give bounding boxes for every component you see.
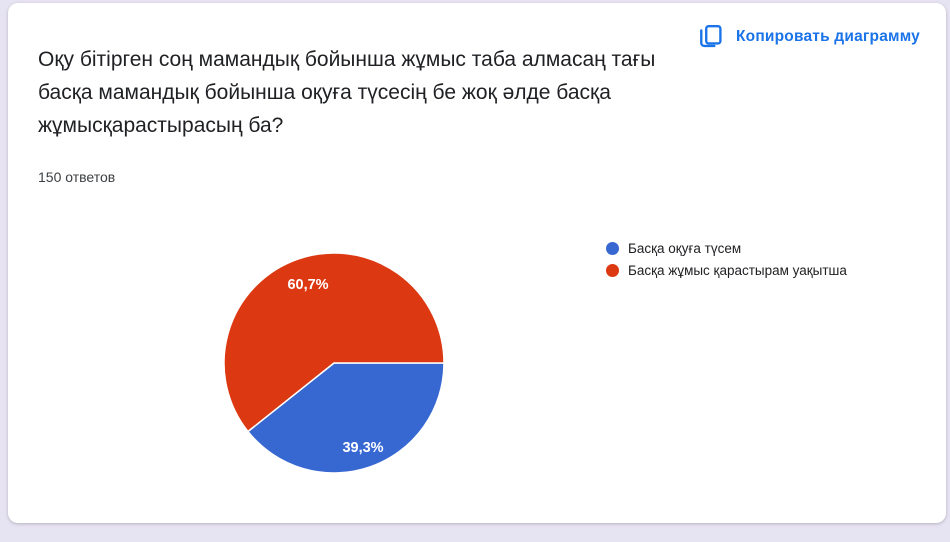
responses-count: 150 ответов — [38, 169, 116, 185]
copy-chart-label: Копировать диаграмму — [735, 27, 920, 45]
legend-dot-blue — [606, 242, 619, 255]
legend-dot-red — [606, 264, 619, 277]
pie-slice-1[interactable] — [223, 252, 445, 433]
legend-item-label: Басқа оқуға түсем — [628, 241, 742, 256]
chart-legend: Басқа оқуға түсем Басқа жұмыс қарастырам… — [606, 241, 847, 278]
legend-item: Басқа оқуға түсем — [606, 241, 847, 256]
pie-chart: 39,3% 60,7% — [222, 251, 446, 475]
copy-icon — [697, 23, 724, 50]
pie-slice-label-0: 39,3% — [342, 440, 383, 456]
pie-slice-0[interactable] — [246, 362, 445, 474]
legend-item-label: Басқа жұмыс қарастырам уақытша — [628, 263, 847, 278]
copy-chart-button[interactable]: Копировать диаграмму — [697, 23, 920, 50]
response-card: Оқу бітірген соң мамандық бойынша жұмыс … — [8, 3, 946, 523]
question-title: Оқу бітірген соң мамандық бойынша жұмыс … — [38, 48, 656, 137]
pie-slice-label-1: 60,7% — [287, 277, 328, 293]
legend-item: Басқа жұмыс қарастырам уақытша — [606, 263, 847, 278]
